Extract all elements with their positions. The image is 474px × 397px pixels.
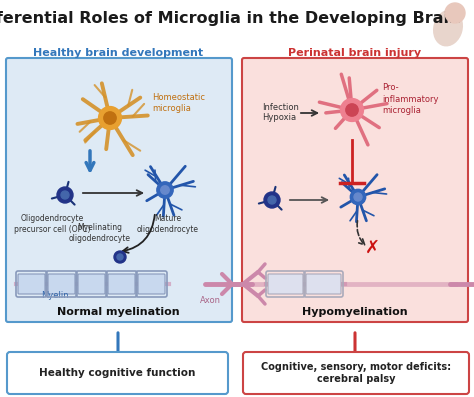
Text: Differential Roles of Microglia in the Developing Brain: Differential Roles of Microglia in the D… (0, 10, 460, 25)
Circle shape (61, 191, 69, 199)
Circle shape (157, 182, 173, 198)
Text: Cognitive, sensory, motor deficits:
cerebral palsy: Cognitive, sensory, motor deficits: cere… (261, 362, 451, 384)
Text: Perinatal brain injury: Perinatal brain injury (289, 48, 421, 58)
Text: Healthy brain development: Healthy brain development (33, 48, 203, 58)
Circle shape (264, 192, 280, 208)
Circle shape (161, 186, 169, 194)
Text: Infection: Infection (262, 102, 299, 112)
Circle shape (99, 106, 121, 129)
FancyBboxPatch shape (268, 274, 303, 294)
Text: Pro-
inflammatory
microglia: Pro- inflammatory microglia (382, 83, 438, 115)
Text: Myelinating
oligodendrocyte: Myelinating oligodendrocyte (69, 223, 131, 243)
Circle shape (340, 98, 364, 121)
Text: ✗: ✗ (365, 239, 380, 257)
FancyBboxPatch shape (7, 352, 228, 394)
Circle shape (117, 254, 123, 260)
FancyBboxPatch shape (78, 274, 105, 294)
FancyBboxPatch shape (242, 58, 468, 322)
Circle shape (445, 3, 465, 23)
Circle shape (350, 189, 365, 205)
Circle shape (114, 251, 126, 263)
FancyBboxPatch shape (48, 274, 75, 294)
Circle shape (268, 196, 276, 204)
Circle shape (346, 104, 358, 116)
Circle shape (354, 193, 362, 201)
Text: Oligodendrocyte
precursor cell (OPC): Oligodendrocyte precursor cell (OPC) (14, 214, 90, 234)
Text: Healthy cognitive function: Healthy cognitive function (39, 368, 195, 378)
FancyBboxPatch shape (306, 274, 341, 294)
FancyBboxPatch shape (18, 274, 45, 294)
Circle shape (104, 112, 116, 124)
FancyBboxPatch shape (243, 352, 469, 394)
Text: Axon: Axon (200, 296, 220, 305)
Text: Normal myelination: Normal myelination (57, 307, 179, 317)
FancyBboxPatch shape (138, 274, 165, 294)
Text: Hypomyelination: Hypomyelination (302, 307, 408, 317)
Ellipse shape (434, 10, 462, 46)
Text: Mature
oligodendrocyte: Mature oligodendrocyte (137, 214, 199, 234)
FancyBboxPatch shape (108, 274, 135, 294)
Text: Homeostatic
microglia: Homeostatic microglia (152, 93, 205, 113)
Text: Hypoxia: Hypoxia (262, 114, 296, 123)
FancyBboxPatch shape (6, 58, 232, 322)
Text: Myelin: Myelin (41, 291, 69, 301)
Circle shape (57, 187, 73, 203)
